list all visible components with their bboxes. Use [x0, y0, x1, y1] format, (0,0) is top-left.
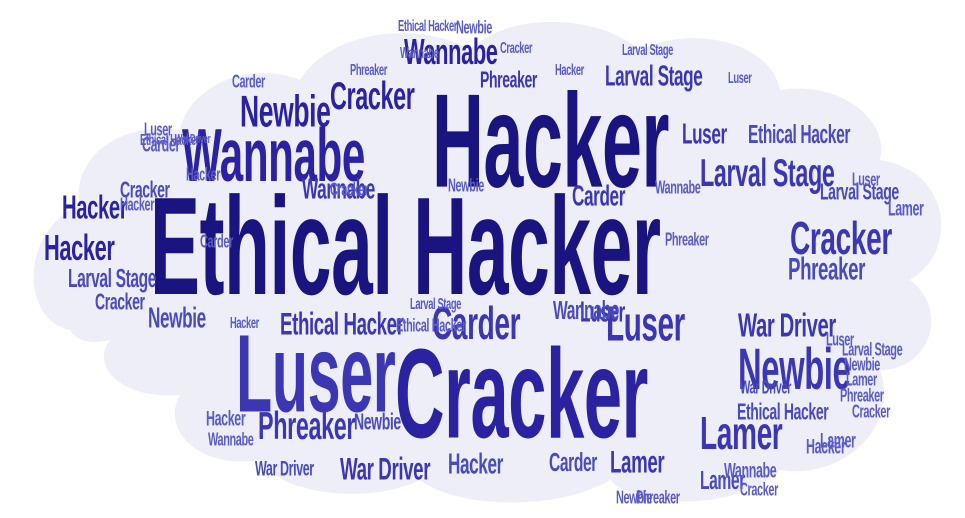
word-hacker: Hacker: [44, 227, 115, 268]
word-luser: Luser: [144, 118, 172, 140]
word-hacker: Hacker: [555, 60, 584, 79]
word-lamer: Lamer: [888, 198, 924, 221]
word-newbie: Newbie: [738, 335, 851, 402]
word-hacker: Hacker: [206, 408, 246, 431]
word-ethical-hacker: Ethical Hacker: [737, 398, 829, 425]
word-war-driver: War Driver: [738, 305, 836, 345]
word-hacker: Hacker: [62, 187, 128, 227]
word-newbie: Newbie: [148, 301, 206, 334]
word-lamer: Lamer: [700, 466, 745, 496]
word-ethical-hacker: Ethical Hacker: [140, 130, 200, 149]
word-newbie: Newbie: [616, 486, 652, 508]
word-larval-stage: Larval Stage: [842, 338, 903, 360]
word-luser: Luser: [852, 168, 880, 190]
word-lamer: Lamer: [700, 406, 783, 460]
word-wannabe: Wannabe: [655, 176, 701, 198]
word-cracker: Cracker: [330, 75, 415, 119]
word-carder: Carder: [549, 448, 597, 478]
word-hacker: Hacker: [230, 313, 259, 332]
word-hacker: Hacker: [448, 447, 503, 480]
word-luser: Luser: [580, 295, 625, 328]
word-wannabe: Wannabe: [400, 43, 439, 62]
word-wannabe: Wannabe: [182, 113, 365, 198]
word-phreaker: Phreaker: [480, 66, 537, 93]
word-wannabe: Wannabe: [553, 296, 620, 326]
word-larval-stage: Larval Stage: [622, 40, 673, 59]
word-luser: Luser: [236, 312, 396, 436]
word-cracker: Cracker: [852, 400, 890, 422]
word-cracker: Cracker: [95, 288, 145, 315]
word-newbie: Newbie: [448, 174, 484, 196]
word-newbie: Newbie: [456, 16, 492, 38]
word-carder: Carder: [572, 179, 625, 212]
word-lamer: Lamer: [610, 445, 665, 481]
word-phreaker: Phreaker: [840, 384, 884, 406]
word-lamer: Lamer: [846, 368, 877, 390]
word-luser: Luser: [728, 68, 752, 87]
word-ethical-hacker: Ethical Hacker: [150, 169, 661, 325]
word-cracker: Cracker: [500, 38, 533, 57]
word-cracker: Cracker: [330, 178, 368, 200]
word-larval-stage: Larval Stage: [410, 294, 461, 313]
word-carder: Carder: [142, 134, 180, 157]
word-phreaker: Phreaker: [636, 486, 680, 508]
word-war-driver: War Driver: [255, 458, 314, 481]
word-phreaker: Phreaker: [788, 252, 866, 288]
word-lamer: Lamer: [820, 430, 856, 453]
word-newbie: Newbie: [844, 353, 880, 375]
word-war-driver: War Driver: [740, 376, 791, 398]
word-cracker: Cracker: [790, 211, 892, 265]
word-carder: Carder: [432, 296, 521, 350]
word-wannabe: Wannabe: [208, 428, 254, 450]
word-ethical-hacker: Ethical Hacker: [396, 314, 466, 336]
word-wannabe: Wannabe: [302, 172, 375, 205]
word-luser: Luser: [682, 117, 727, 150]
word-phreaker: Phreaker: [350, 60, 387, 79]
word-wannabe: Wannabe: [724, 460, 777, 483]
word-luser: Luser: [606, 297, 685, 352]
word-cracker: Cracker: [120, 176, 170, 203]
word-hacker: Hacker: [186, 163, 221, 185]
word-ethical-hacker: Ethical Hacker: [748, 120, 851, 150]
word-war-driver: War Driver: [175, 132, 211, 147]
word-cracker: Cracker: [740, 478, 778, 500]
word-hacker: Hacker: [806, 436, 846, 459]
word-hacker: Hacker: [120, 193, 155, 215]
word-war-driver: War Driver: [340, 452, 431, 488]
word-hacker: Hacker: [432, 67, 670, 216]
word-carder: Carder: [232, 70, 265, 92]
word-larval-stage: Larval Stage: [700, 152, 835, 196]
word-larval-stage: Larval Stage: [820, 178, 899, 205]
word-newbie: Newbie: [240, 87, 331, 137]
word-newbie: Newbie: [354, 408, 401, 435]
word-cracker: Cracker: [395, 321, 648, 465]
word-luser: Luser: [826, 328, 854, 350]
word-carder: Carder: [200, 230, 233, 252]
word-wannabe: Wannabe: [404, 31, 498, 72]
word-larval-stage: Larval Stage: [68, 264, 157, 294]
word-ethical-hacker: Ethical Hacker: [280, 307, 404, 343]
word-phreaker: Phreaker: [258, 405, 356, 449]
word-larval-stage: Larval Stage: [605, 59, 703, 92]
word-phreaker: Phreaker: [665, 228, 709, 250]
word-ethical-hacker: Ethical Hacker: [398, 16, 458, 35]
